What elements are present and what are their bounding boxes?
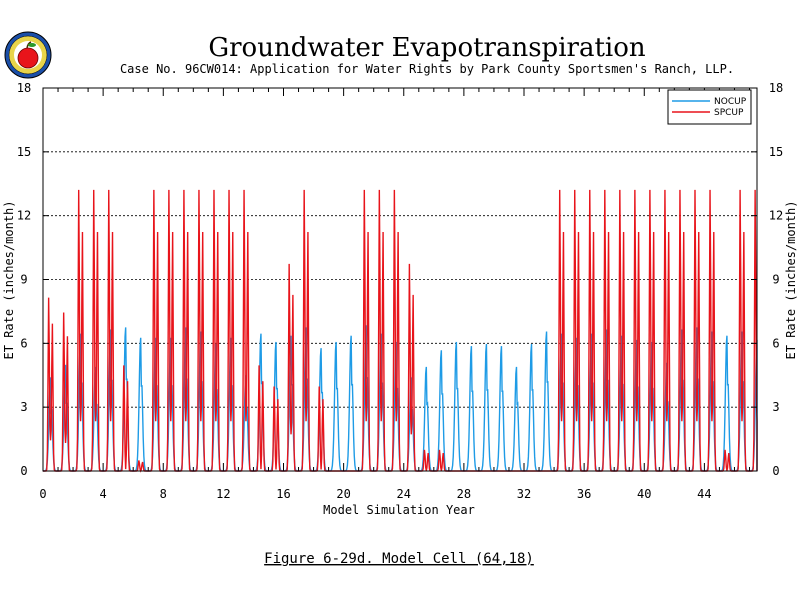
y-tick-label-right: 0 (772, 464, 779, 478)
y-tick-label-right: 3 (772, 400, 779, 414)
y-tick-label-left: 0 (20, 464, 27, 478)
y-tick-label-left: 15 (17, 145, 31, 159)
y-tick-label-right: 18 (769, 81, 783, 95)
y-tick-label-left: 9 (20, 273, 27, 287)
y-axis-label-right: ET Rate (inches/month) (784, 201, 798, 360)
x-tick-label: 12 (216, 487, 230, 501)
y-axis-label-left: ET Rate (inches/month) (2, 201, 16, 360)
chart-subtitle: Case No. 96CW014: Application for Water … (120, 62, 734, 76)
x-tick-label: 8 (160, 487, 167, 501)
x-tick-label: 28 (457, 487, 471, 501)
y-tick-label-right: 6 (772, 336, 779, 350)
y-tick-label-right: 15 (769, 145, 783, 159)
apple-seal-logo-icon (4, 31, 52, 79)
legend-label-nocup: NOCUP (714, 97, 747, 107)
y-tick-label-left: 6 (20, 336, 27, 350)
x-tick-label: 32 (517, 487, 531, 501)
chart-title: Groundwater Evapotranspiration (208, 33, 646, 63)
x-tick-label: 20 (336, 487, 350, 501)
figure-caption: Figure 6-29d. Model Cell (64,18) (264, 551, 534, 567)
y-tick-label-left: 3 (20, 400, 27, 414)
legend: NOCUP SPCUP (667, 89, 752, 125)
x-tick-label: 0 (39, 487, 46, 501)
legend-label-spcup: SPCUP (714, 108, 744, 118)
x-tick-label: 24 (397, 487, 411, 501)
x-tick-label: 4 (100, 487, 107, 501)
x-tick-label: 36 (577, 487, 591, 501)
series-layer (43, 189, 758, 473)
horizontal-gridlines (43, 151, 757, 408)
y-tick-label-right: 12 (769, 209, 783, 223)
legend-box (667, 89, 752, 125)
x-axis-label: Model Simulation Year (323, 503, 475, 517)
x-tick-label: 16 (276, 487, 290, 501)
x-tick-label: 44 (697, 487, 711, 501)
y-tick-label-left: 12 (17, 209, 31, 223)
x-tick-label: 40 (637, 487, 651, 501)
y-tick-label-left: 18 (17, 81, 31, 95)
y-tick-label-right: 9 (772, 273, 779, 287)
